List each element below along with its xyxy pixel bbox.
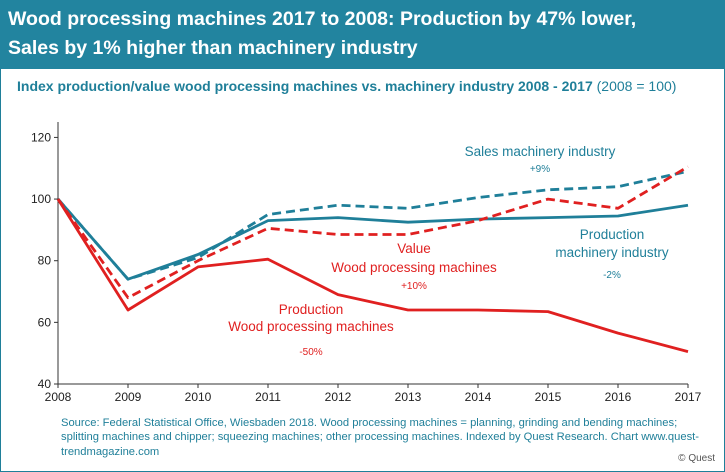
- x-tick-label: 2014: [465, 390, 492, 404]
- annotation-sales-change: +9%: [530, 164, 550, 175]
- y-tick-label: 60: [38, 315, 52, 329]
- annotation-sales-label: Sales machinery industry: [465, 144, 616, 159]
- annotation-value-change: +10%: [401, 281, 427, 292]
- header-title-line-1: Wood processing machines 2017 to 2008: P…: [8, 8, 637, 30]
- annotation-prodmach-label-1: Production: [580, 227, 645, 242]
- y-tick-label: 100: [31, 192, 51, 206]
- annotation-prodwood-change: -50%: [299, 347, 322, 358]
- source-note: Source: Federal Statistical Office, Wies…: [61, 417, 700, 458]
- series-line-production_machinery: [56, 198, 689, 281]
- x-tick-label: 2009: [115, 390, 142, 404]
- subtitle-main: Index production/value wood processing m…: [17, 78, 593, 94]
- x-tick-label: 2010: [185, 390, 212, 404]
- chart-annotations: Sales machinery industry +9% Production mac…: [228, 144, 669, 358]
- x-tick-label: 2017: [675, 390, 702, 404]
- subtitle-note: (2008 = 100): [596, 78, 677, 94]
- annotation-prodwood-label-1: Production: [279, 302, 344, 317]
- y-tick-label: 80: [38, 254, 52, 268]
- header-banner: Wood processing machines 2017 to 2008: P…: [0, 0, 725, 69]
- x-tick-label: 2011: [255, 390, 281, 404]
- x-tick-label: 2008: [45, 390, 72, 404]
- chart-subtitle: Index production/value wood processing m…: [17, 78, 676, 94]
- chart-axes: 40 60 80 100 120 2008 2009 2010 2011 2012 2013 2014…: [31, 122, 702, 404]
- header-title-line-2: Sales by 1% higher than machinery indust…: [8, 37, 418, 59]
- y-tick-label: 120: [31, 130, 51, 144]
- annotation-value-label-2: Wood processing machines: [331, 260, 497, 275]
- series-line-value_wood: [56, 165, 689, 300]
- annotation-prodwood-label-2: Wood processing machines: [228, 319, 394, 334]
- y-tick-label: 40: [38, 377, 52, 391]
- chart-series: [56, 165, 689, 353]
- series-line-sales_machinery: [56, 169, 689, 281]
- x-tick-label: 2015: [535, 390, 562, 404]
- x-tick-label: 2013: [395, 390, 422, 404]
- x-tick-label: 2012: [325, 390, 352, 404]
- x-tick-label: 2016: [605, 390, 632, 404]
- annotation-prodmach-change: -2%: [603, 270, 621, 281]
- annotation-prodmach-label-2: machinery industry: [555, 245, 669, 260]
- copyright-note: © Quest: [678, 453, 715, 464]
- annotation-value-label-1: Value: [397, 241, 431, 256]
- series-line-production_wood: [56, 198, 689, 353]
